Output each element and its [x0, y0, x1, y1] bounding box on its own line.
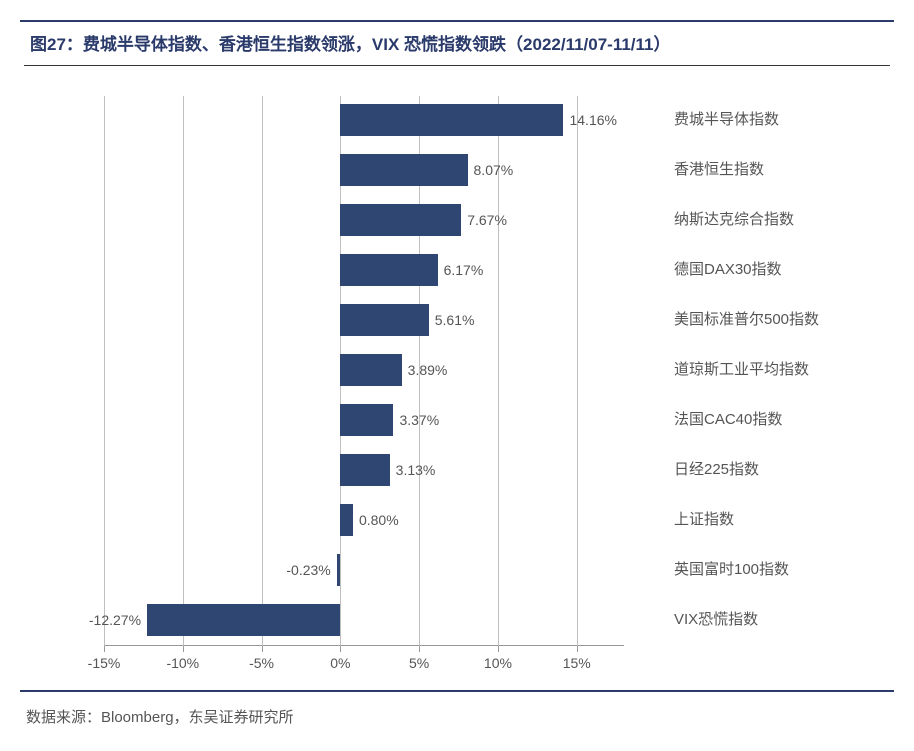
x-tick-label: 15% [563, 655, 591, 671]
x-tick-mark [340, 646, 341, 652]
category-label: 日经225指数 [674, 454, 759, 486]
category-label: 德国DAX30指数 [674, 254, 782, 286]
x-tick-label: 0% [330, 655, 350, 671]
x-tick-label: -5% [249, 655, 274, 671]
category-label: 道琼斯工业平均指数 [674, 354, 809, 386]
bar-value-label: 6.17% [444, 254, 484, 286]
bar-value-label: -0.23% [286, 554, 330, 586]
bar-value-label: 8.07% [474, 154, 514, 186]
bar-value-label: 0.80% [359, 504, 399, 536]
bar [340, 204, 461, 236]
bar [340, 354, 401, 386]
bar [340, 404, 393, 436]
category-label: 纳斯达克综合指数 [674, 204, 794, 236]
bar [340, 304, 428, 336]
x-tick-label: 5% [409, 655, 429, 671]
bar-value-label: 3.89% [408, 354, 448, 386]
bar-value-label: 5.61% [435, 304, 475, 336]
plot-region: 14.16% 8.07% 7.67% 6.17% 5.61% 3.89% 3.37% 3.13… [104, 96, 624, 646]
bar [340, 454, 389, 486]
x-tick-mark [498, 646, 499, 652]
category-label: 法国CAC40指数 [674, 404, 782, 436]
bar-value-label: 7.67% [467, 204, 507, 236]
bar [147, 604, 340, 636]
bar [337, 554, 341, 586]
x-tick-mark [577, 646, 578, 652]
x-axis-ticks: -15%-10%-5%0%5%10%15% [104, 651, 624, 671]
grid-line [183, 96, 184, 646]
x-tick-label: -15% [88, 655, 121, 671]
x-tick-mark [183, 646, 184, 652]
x-tick-mark [104, 646, 105, 652]
chart-area: 14.16% 8.07% 7.67% 6.17% 5.61% 3.89% 3.37% 3.13… [24, 76, 890, 686]
category-label: 费城半导体指数 [674, 104, 779, 136]
figure-container: 图27：费城半导体指数、香港恒生指数领涨，VIX 恐慌指数领跌（2022/11/… [20, 20, 894, 692]
bar-value-label: -12.27% [89, 604, 141, 636]
bar-value-label: 14.16% [569, 104, 616, 136]
grid-line [104, 96, 105, 646]
bar [340, 504, 353, 536]
category-labels: 费城半导体指数香港恒生指数纳斯达克综合指数德国DAX30指数美国标准普尔500指… [644, 96, 894, 646]
category-label: 上证指数 [674, 504, 734, 536]
x-tick-label: 10% [484, 655, 512, 671]
x-tick-mark [262, 646, 263, 652]
category-label: VIX恐慌指数 [674, 604, 758, 636]
category-label: 香港恒生指数 [674, 154, 764, 186]
chart-title: 图27：费城半导体指数、香港恒生指数领涨，VIX 恐慌指数领跌（2022/11/… [24, 22, 890, 66]
grid-line [262, 96, 263, 646]
x-tick-mark [419, 646, 420, 652]
bar [340, 254, 437, 286]
category-label: 英国富时100指数 [674, 554, 789, 586]
data-source: 数据来源：Bloomberg，东吴证券研究所 [20, 692, 894, 727]
bar-value-label: 3.13% [396, 454, 436, 486]
bar [340, 104, 563, 136]
x-tick-label: -10% [166, 655, 199, 671]
grid-line [577, 96, 578, 646]
bar [340, 154, 467, 186]
bar-value-label: 3.37% [399, 404, 439, 436]
category-label: 美国标准普尔500指数 [674, 304, 819, 336]
